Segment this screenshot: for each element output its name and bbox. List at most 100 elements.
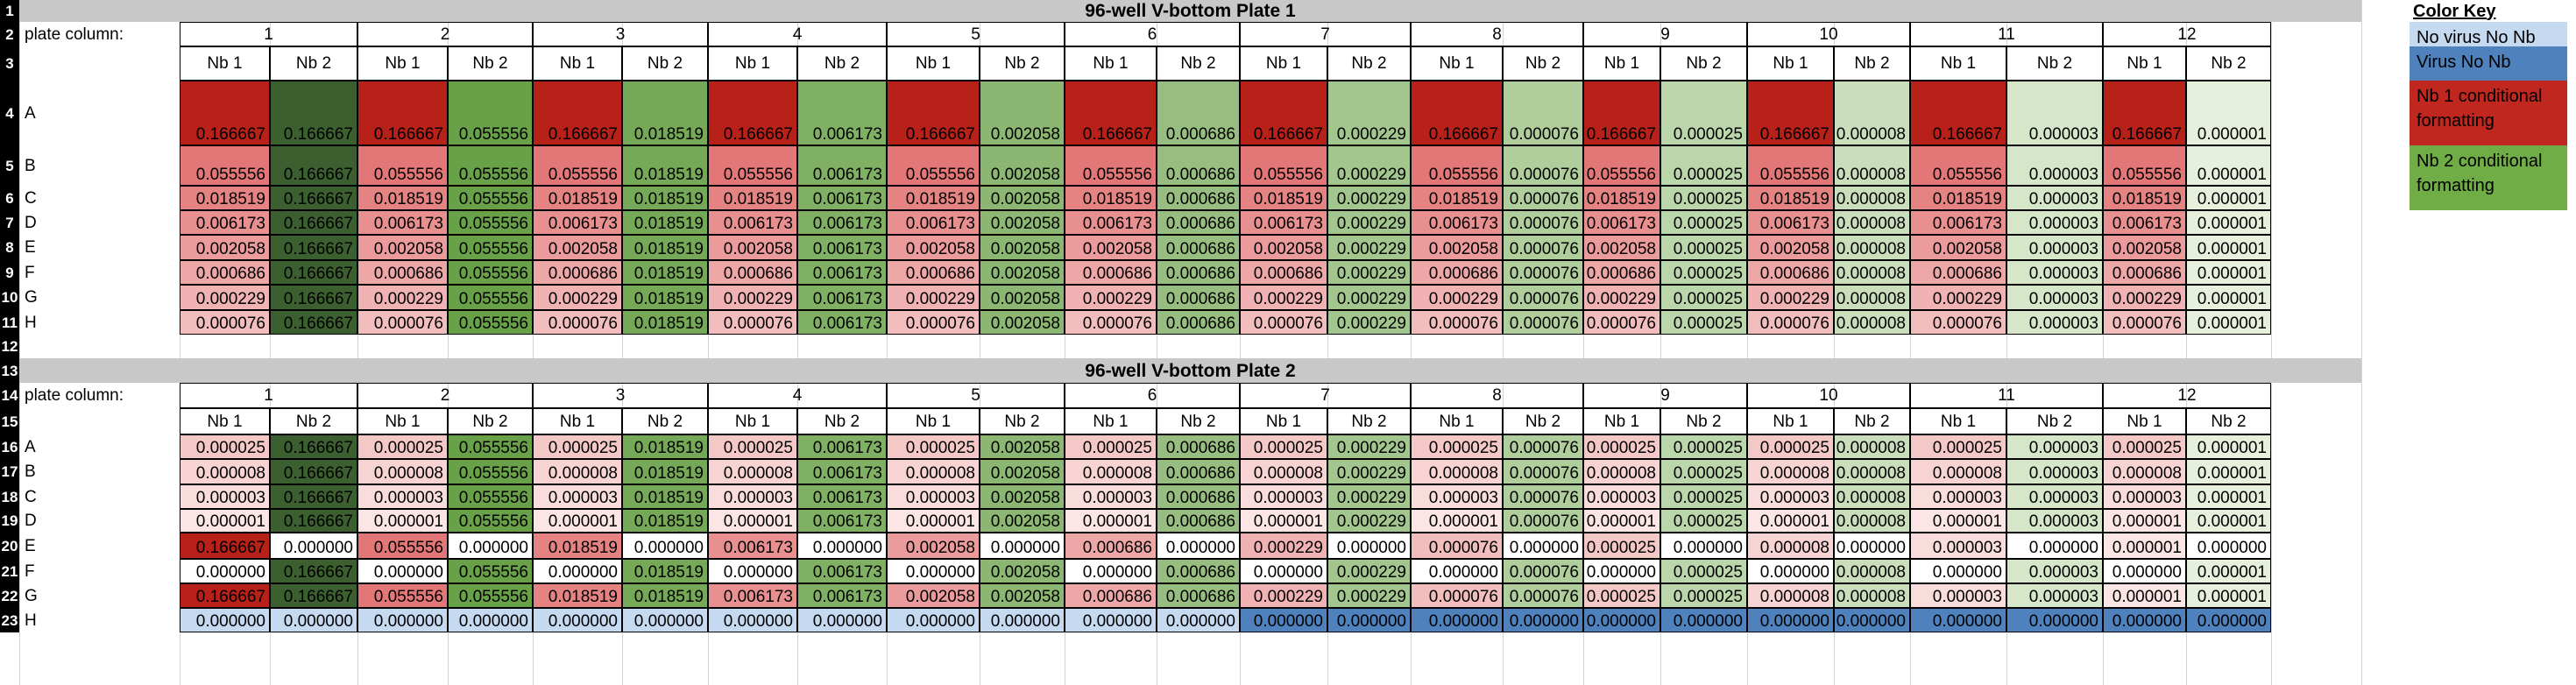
well-cell[interactable]: 0.000001 bbox=[357, 509, 448, 533]
well-cell[interactable]: 0.018519 bbox=[357, 186, 448, 210]
well-cell[interactable]: 0.018519 bbox=[887, 186, 980, 210]
well-cell[interactable]: 0.000001 bbox=[2186, 459, 2271, 484]
well-cell[interactable]: 0.002058 bbox=[980, 235, 1065, 260]
well-cell[interactable]: 0.000000 bbox=[2103, 608, 2186, 632]
row-header[interactable]: 5 bbox=[0, 145, 19, 186]
well-cell[interactable]: 0.000001 bbox=[2186, 81, 2271, 145]
well-cell[interactable]: 0.006173 bbox=[180, 210, 270, 235]
well-cell[interactable]: 0.018519 bbox=[622, 145, 708, 186]
well-cell[interactable]: 0.000076 bbox=[180, 310, 270, 335]
well-cell[interactable]: 0.000008 bbox=[1747, 583, 1834, 608]
row-header[interactable]: 23 bbox=[0, 608, 19, 632]
well-cell[interactable]: 0.000000 bbox=[1065, 559, 1157, 583]
well-cell[interactable]: 0.000229 bbox=[1747, 285, 1834, 310]
well-cell[interactable]: 0.000686 bbox=[1065, 260, 1157, 285]
well-cell[interactable]: 0.166667 bbox=[270, 285, 357, 310]
well-cell[interactable]: 0.000000 bbox=[1157, 608, 1240, 632]
well-cell[interactable]: 0.000229 bbox=[1327, 81, 1411, 145]
well-cell[interactable]: 0.000003 bbox=[2006, 459, 2103, 484]
well-cell[interactable]: 0.018519 bbox=[1910, 186, 2006, 210]
well-cell[interactable]: 0.006173 bbox=[708, 210, 797, 235]
well-cell[interactable]: 0.018519 bbox=[1065, 186, 1157, 210]
well-cell[interactable]: 0.002058 bbox=[887, 583, 980, 608]
well-cell[interactable]: 0.000025 bbox=[1660, 210, 1747, 235]
well-cell[interactable]: 0.000000 bbox=[1503, 608, 1583, 632]
well-cell[interactable]: 0.166667 bbox=[357, 81, 448, 145]
well-cell[interactable]: 0.000229 bbox=[1910, 285, 2006, 310]
well-cell[interactable]: 0.000001 bbox=[533, 509, 622, 533]
well-cell[interactable]: 0.000003 bbox=[2006, 310, 2103, 335]
well-cell[interactable]: 0.018519 bbox=[622, 210, 708, 235]
well-cell[interactable]: 0.000229 bbox=[1327, 434, 1411, 459]
well-cell[interactable]: 0.006173 bbox=[1411, 210, 1503, 235]
well-cell[interactable]: 0.000003 bbox=[1411, 484, 1503, 509]
well-cell[interactable]: 0.000229 bbox=[357, 285, 448, 310]
well-cell[interactable]: 0.055556 bbox=[448, 145, 533, 186]
well-cell[interactable]: 0.000686 bbox=[708, 260, 797, 285]
well-cell[interactable]: 0.002058 bbox=[1411, 235, 1503, 260]
well-cell[interactable]: 0.018519 bbox=[622, 559, 708, 583]
well-cell[interactable]: 0.000076 bbox=[1910, 310, 2006, 335]
row-header[interactable]: 18 bbox=[0, 484, 19, 509]
well-cell[interactable]: 0.000686 bbox=[1157, 310, 1240, 335]
well-cell[interactable]: 0.018519 bbox=[1411, 186, 1503, 210]
well-cell[interactable]: 0.006173 bbox=[1583, 210, 1660, 235]
well-cell[interactable]: 0.000000 bbox=[1157, 533, 1240, 559]
well-cell[interactable]: 0.055556 bbox=[533, 145, 622, 186]
well-cell[interactable]: 0.002058 bbox=[533, 235, 622, 260]
row-header[interactable]: 4 bbox=[0, 81, 19, 145]
well-cell[interactable]: 0.018519 bbox=[1240, 186, 1327, 210]
well-cell[interactable]: 0.000003 bbox=[1910, 484, 2006, 509]
well-cell[interactable]: 0.002058 bbox=[980, 583, 1065, 608]
well-cell[interactable]: 0.000008 bbox=[708, 459, 797, 484]
well-cell[interactable]: 0.000001 bbox=[2186, 210, 2271, 235]
row-header[interactable]: 8 bbox=[0, 235, 19, 260]
well-cell[interactable]: 0.000003 bbox=[2006, 583, 2103, 608]
well-cell[interactable]: 0.055556 bbox=[448, 509, 533, 533]
well-cell[interactable]: 0.000025 bbox=[1660, 509, 1747, 533]
well-cell[interactable]: 0.006173 bbox=[797, 260, 887, 285]
well-cell[interactable]: 0.166667 bbox=[270, 310, 357, 335]
well-cell[interactable]: 0.000076 bbox=[1065, 310, 1157, 335]
well-cell[interactable]: 0.000025 bbox=[1660, 260, 1747, 285]
row-header[interactable]: 3 bbox=[0, 46, 19, 81]
well-cell[interactable]: 0.002058 bbox=[180, 235, 270, 260]
well-cell[interactable]: 0.000076 bbox=[1503, 310, 1583, 335]
well-cell[interactable]: 0.018519 bbox=[622, 484, 708, 509]
well-cell[interactable]: 0.000076 bbox=[1503, 484, 1583, 509]
row-header[interactable]: 19 bbox=[0, 509, 19, 533]
well-cell[interactable]: 0.000025 bbox=[1583, 533, 1660, 559]
well-cell[interactable]: 0.000003 bbox=[2006, 186, 2103, 210]
well-cell[interactable]: 0.018519 bbox=[622, 583, 708, 608]
well-cell[interactable]: 0.018519 bbox=[708, 186, 797, 210]
well-cell[interactable]: 0.000000 bbox=[2186, 533, 2271, 559]
well-cell[interactable]: 0.000000 bbox=[1910, 608, 2006, 632]
well-cell[interactable]: 0.002058 bbox=[980, 145, 1065, 186]
well-cell[interactable]: 0.006173 bbox=[797, 509, 887, 533]
well-cell[interactable]: 0.006173 bbox=[797, 186, 887, 210]
well-cell[interactable]: 0.000229 bbox=[1240, 285, 1327, 310]
well-cell[interactable]: 0.000008 bbox=[1834, 434, 1910, 459]
well-cell[interactable]: 0.166667 bbox=[270, 145, 357, 186]
well-cell[interactable]: 0.006173 bbox=[797, 285, 887, 310]
well-cell[interactable]: 0.018519 bbox=[533, 533, 622, 559]
well-cell[interactable]: 0.000229 bbox=[1240, 533, 1327, 559]
well-cell[interactable]: 0.166667 bbox=[270, 559, 357, 583]
well-cell[interactable]: 0.000076 bbox=[1411, 583, 1503, 608]
well-cell[interactable]: 0.055556 bbox=[1583, 145, 1660, 186]
well-cell[interactable]: 0.000008 bbox=[1834, 260, 1910, 285]
well-cell[interactable]: 0.000000 bbox=[180, 559, 270, 583]
well-cell[interactable]: 0.000025 bbox=[1660, 310, 1747, 335]
well-cell[interactable]: 0.000686 bbox=[1157, 509, 1240, 533]
well-cell[interactable]: 0.018519 bbox=[622, 459, 708, 484]
well-cell[interactable]: 0.000686 bbox=[1583, 260, 1660, 285]
well-cell[interactable]: 0.055556 bbox=[448, 186, 533, 210]
well-cell[interactable]: 0.055556 bbox=[708, 145, 797, 186]
well-cell[interactable]: 0.000008 bbox=[1834, 235, 1910, 260]
well-cell[interactable]: 0.002058 bbox=[1583, 235, 1660, 260]
well-cell[interactable]: 0.002058 bbox=[1065, 235, 1157, 260]
well-cell[interactable]: 0.000003 bbox=[2006, 559, 2103, 583]
well-cell[interactable]: 0.000000 bbox=[1660, 608, 1747, 632]
well-cell[interactable]: 0.000008 bbox=[1583, 459, 1660, 484]
well-cell[interactable]: 0.000001 bbox=[2186, 235, 2271, 260]
